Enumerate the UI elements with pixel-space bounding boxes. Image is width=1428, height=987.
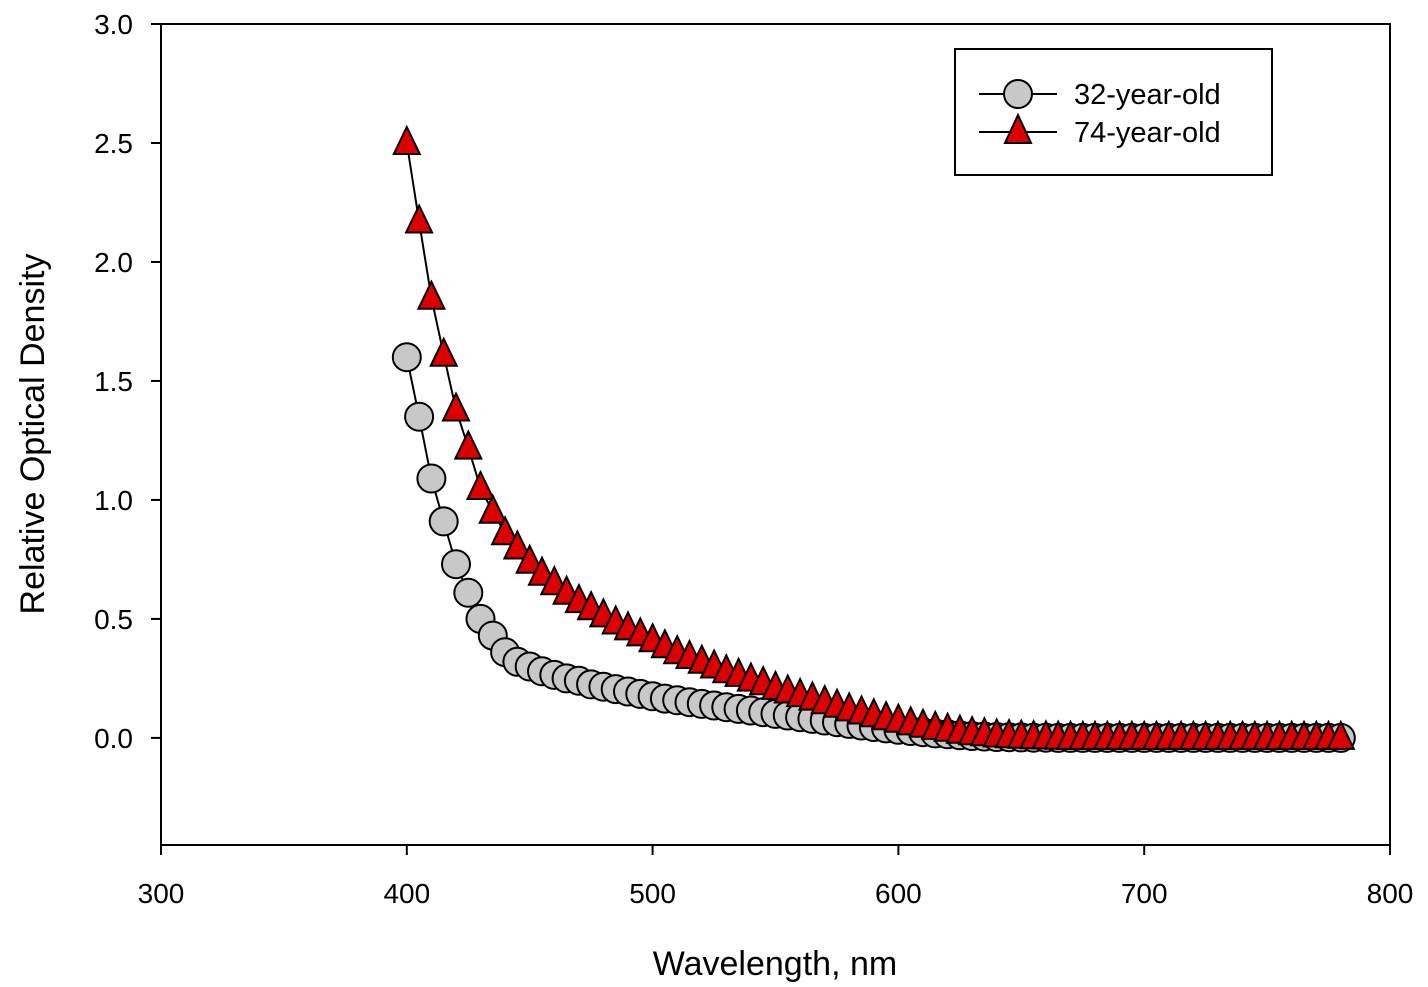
x-tick-label: 600 [875, 878, 922, 909]
data-point-74-year-old [429, 336, 459, 367]
data-point-74-year-old [416, 279, 446, 310]
y-axis-title: Relative Optical Density [14, 254, 52, 615]
data-point-74-year-old [404, 203, 434, 234]
data-point-32-year-old [391, 342, 422, 373]
legend: 32-year-old 74-year-old [954, 48, 1273, 176]
data-point-74-year-old [441, 391, 471, 422]
legend-label-32-year-old: 32-year-old [1074, 79, 1221, 111]
series-layer [391, 124, 1356, 753]
data-point-74-year-old [490, 514, 520, 546]
data-point-32-year-old [416, 463, 447, 494]
data-point-74-year-old [465, 469, 496, 500]
x-tick-label: 800 [1367, 878, 1414, 909]
y-tick-label: 1.0 [94, 485, 133, 516]
data-point-74-year-old [1326, 719, 1356, 750]
x-axis-ticks: 300 400 500 600 700 800 [138, 845, 1414, 909]
y-axis-ticks: 0.0 0.5 1.0 1.5 2.0 2.5 3.0 [94, 9, 161, 754]
data-point-32-year-old [404, 401, 435, 432]
data-point-74-year-old [392, 124, 422, 155]
data-point-74-year-old [453, 429, 483, 460]
y-tick-label: 1.5 [94, 366, 133, 397]
y-tick-label: 2.0 [94, 247, 133, 278]
legend-marker-32-year-old [1003, 79, 1033, 109]
data-point-32-year-old [428, 506, 459, 537]
legend-marker-74-year-old [1003, 112, 1033, 144]
x-axis-title: Wavelength, nm [653, 945, 897, 983]
plot-area [160, 23, 1391, 846]
x-tick-label: 300 [138, 878, 185, 909]
x-tick-label: 700 [1121, 878, 1168, 909]
legend-label-74-year-old: 74-year-old [1074, 117, 1221, 149]
series-line-74-year-old [405, 142, 1341, 739]
x-tick-label: 400 [383, 878, 430, 909]
series-markers-32-year-old [391, 342, 1356, 753]
y-tick-label: 0.0 [94, 723, 133, 754]
data-point-74-year-old [478, 493, 508, 524]
y-tick-label: 3.0 [94, 9, 133, 40]
series-markers-74-year-old [392, 124, 1356, 750]
data-point-32-year-old [453, 577, 484, 608]
data-point-32-year-old [441, 549, 471, 580]
y-tick-label: 0.5 [94, 604, 133, 635]
data-point-74-year-old [515, 543, 545, 574]
y-tick-label: 2.5 [94, 128, 133, 159]
x-tick-label: 500 [629, 878, 676, 909]
legend-box [954, 48, 1273, 176]
data-point-74-year-old [502, 529, 532, 560]
